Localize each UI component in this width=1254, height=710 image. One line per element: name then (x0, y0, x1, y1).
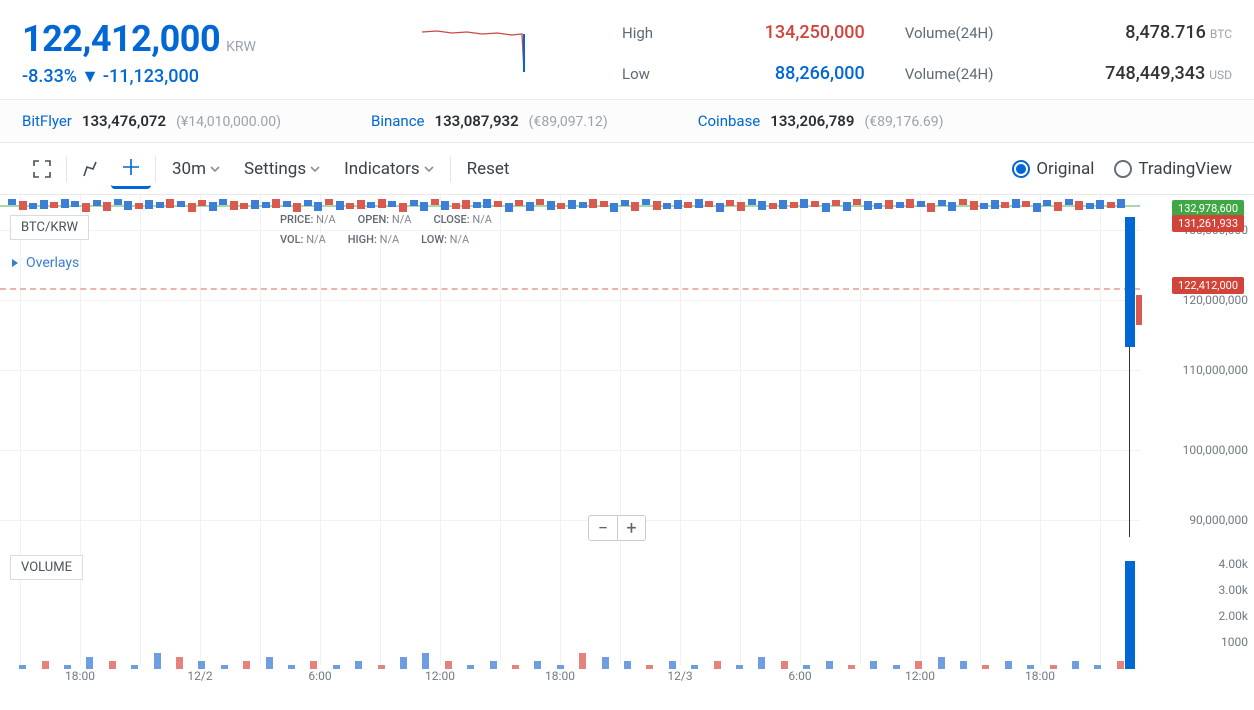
exchange-item[interactable]: BitFlyer 133,476,072 (¥14,010,000.00) (22, 112, 281, 130)
interval-dropdown[interactable]: 30m (160, 149, 232, 189)
x-tick: 18:00 (1025, 669, 1055, 683)
x-tick: 18:00 (65, 669, 95, 683)
stats-grid: High 134,250,000 Volume(24H) 8,478.716BT… (622, 18, 1232, 84)
x-tick: 12:00 (905, 669, 935, 683)
exchange-name: Coinbase (698, 112, 761, 130)
exchange-name: Binance (371, 112, 425, 130)
ohlc-readout-2: VOL: N/A HIGH: N/A LOW: N/A (280, 233, 469, 246)
settings-dropdown[interactable]: Settings (232, 149, 332, 189)
exchange-bar: BitFlyer 133,476,072 (¥14,010,000.00) Bin… (0, 99, 1254, 143)
exchange-fiat: (¥14,010,000.00) (176, 114, 281, 130)
x-tick: 12/2 (187, 669, 212, 683)
exchange-name: BitFlyer (22, 112, 72, 130)
zoom-out-button[interactable]: − (589, 516, 617, 540)
overlays-toggle[interactable]: Overlays (10, 255, 79, 271)
x-tick: 18:00 (545, 669, 575, 683)
price-chart[interactable] (0, 195, 1140, 545)
price-change: -8.33% ▼ -11,123,000 (22, 66, 422, 87)
exchange-price: 133,206,789 (770, 112, 854, 130)
sparkline (422, 18, 622, 76)
draw-icon[interactable] (71, 149, 111, 189)
high-value: 134,250,000 (729, 22, 865, 43)
exchange-item[interactable]: Coinbase 133,206,789 (€89,176.69) (698, 112, 944, 130)
main-price-currency: KRW (226, 39, 256, 55)
x-tick: 12/3 (667, 669, 692, 683)
chart-area[interactable]: 130,000,000120,000,000110,000,000100,000… (0, 195, 1254, 681)
x-tick: 6:00 (788, 669, 811, 683)
price-flag: 131,261,933 (1172, 215, 1244, 232)
zoom-in-button[interactable]: + (617, 516, 645, 540)
price-flag: 122,412,000 (1172, 277, 1244, 294)
exchange-fiat: (€89,176.69) (864, 114, 943, 130)
y-tick: 110,000,000 (1183, 363, 1248, 377)
change-abs: -11,123,000 (103, 66, 199, 87)
chart-toolbar: 30m Settings Indicators Reset Original T… (0, 143, 1254, 195)
crosshair-icon[interactable] (111, 149, 151, 189)
low-label: Low (622, 65, 689, 83)
vol24-usd-value: 748,449,343USD (1069, 63, 1232, 84)
fullscreen-icon[interactable] (22, 149, 62, 189)
x-tick: 12:00 (425, 669, 455, 683)
exchange-price: 133,476,072 (82, 112, 166, 130)
ohlc-readout: PRICE: N/A OPEN: N/A CLOSE: N/A (280, 213, 492, 226)
exchange-fiat: (€89,097.12) (529, 114, 608, 130)
change-pct: -8.33% (22, 66, 77, 87)
vol-y-tick: 1000 (1221, 635, 1248, 649)
y-tick: 120,000,000 (1183, 293, 1248, 307)
indicators-dropdown[interactable]: Indicators (332, 149, 446, 189)
main-price: 122,412,000 (22, 18, 220, 60)
reset-button[interactable]: Reset (455, 149, 522, 189)
y-tick: 90,000,000 (1189, 513, 1248, 527)
vol-y-tick: 3.00k (1219, 583, 1248, 597)
high-label: High (622, 24, 689, 42)
vol24-btc-value: 8,478.716BTC (1069, 22, 1232, 43)
view-original-radio[interactable]: Original (1012, 159, 1094, 179)
exchange-item[interactable]: Binance 133,087,932 (€89,097.12) (371, 112, 608, 130)
exchange-price: 133,087,932 (435, 112, 519, 130)
view-tradingview-radio[interactable]: TradingView (1114, 159, 1232, 179)
pair-label: BTC/KRW (10, 215, 89, 240)
volume-y-axis: 4.00k 3.00k 2.00k 1000 (1140, 549, 1254, 669)
change-arrow-icon: ▼ (81, 66, 99, 87)
vol-y-tick: 4.00k (1219, 557, 1248, 571)
y-tick: 100,000,000 (1183, 443, 1248, 457)
x-tick: 6:00 (308, 669, 331, 683)
zoom-control: − + (588, 515, 646, 541)
price-block: 122,412,000 KRW -8.33% ▼ -11,123,000 (22, 18, 422, 87)
volume-chart[interactable] (0, 549, 1140, 669)
x-axis: 18:00 12/2 6:00 12:00 18:00 12/3 6:00 12:00 18:0… (0, 669, 1140, 689)
vol-y-tick: 2.00k (1219, 609, 1248, 623)
vol24-usd-label: Volume(24H) (905, 65, 1030, 83)
price-y-axis: 130,000,000120,000,000110,000,000100,000… (1140, 195, 1254, 545)
low-value: 88,266,000 (729, 63, 865, 84)
vol24-btc-label: Volume(24H) (905, 24, 1030, 42)
